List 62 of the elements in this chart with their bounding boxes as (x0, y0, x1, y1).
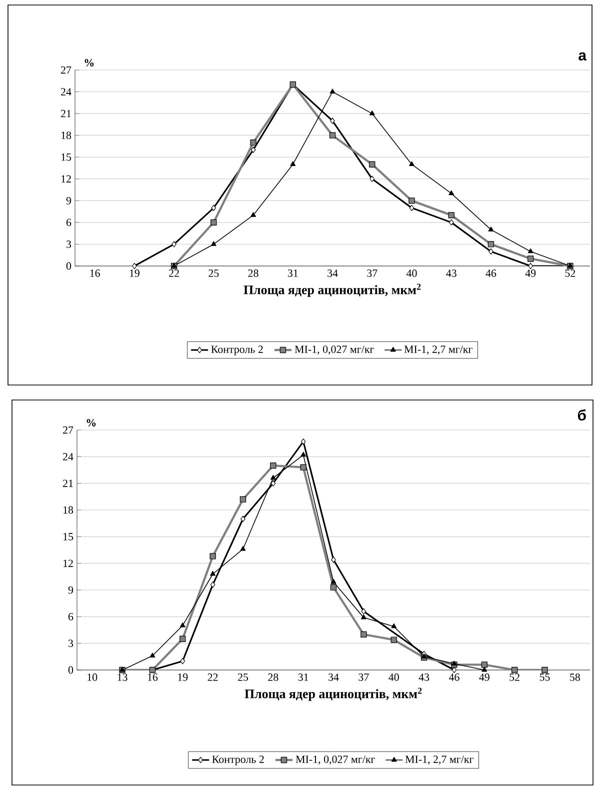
x-axis-title: Площа ядер ациноцитів, мкм$^{2}$ (244, 284, 421, 297)
x-tick-label: 49 (479, 674, 490, 681)
x-tick-label: 52 (510, 674, 520, 681)
y-axis-title: % (84, 59, 94, 66)
x-tick-label: 43 (446, 270, 456, 277)
legend-label: МІ-1, 2,7 мг/кг (404, 346, 472, 355)
x-tick-label: 43 (418, 674, 430, 681)
x-tick-label: 10 (88, 674, 98, 681)
y-tick-label: 6 (68, 612, 74, 620)
y-tick-label: 3 (68, 640, 74, 648)
x-tick-label: 22 (208, 674, 218, 681)
y-tick-label: 12 (61, 175, 71, 183)
x-tick-label: 19 (178, 674, 188, 681)
x-tick-label: 52 (565, 270, 576, 277)
legend-label: Контроль 2 (212, 756, 264, 766)
y-tick-label: 0 (68, 666, 74, 674)
y-tick-label: 24 (61, 88, 72, 96)
y-tick-label: 12 (63, 560, 73, 567)
y-tick-label: 24 (63, 453, 74, 460)
x-tick-label: 46 (486, 270, 496, 277)
x-tick-label: 31 (288, 270, 298, 277)
x-tick-label: 25 (238, 674, 248, 681)
x-tick-label: 31 (298, 674, 308, 681)
x-tick-label: 28 (248, 270, 258, 277)
y-tick-label: 21 (63, 480, 73, 487)
y-tick-label: 27 (63, 426, 74, 434)
x-tick-label: 25 (208, 270, 219, 277)
y-tick-label: 3 (66, 240, 72, 248)
x-tick-label: 13 (118, 674, 128, 681)
legend-label: МІ-1, 0,027 мг/кг (296, 756, 375, 765)
y-tick-label: 21 (61, 110, 71, 118)
y-tick-label: 0 (66, 262, 72, 270)
x-tick-label: 16 (148, 674, 158, 681)
legend-label: Контроль 2 (211, 346, 263, 356)
chart-title: а (578, 52, 587, 60)
y-tick-label: 9 (66, 196, 72, 204)
y-tick-label: 15 (61, 153, 72, 161)
legend-label: МІ-1, 0,027 мг/кг (294, 346, 374, 355)
x-tick-label: 34 (328, 270, 338, 277)
x-tick-label: 46 (448, 674, 460, 681)
x-tick-label: 55 (540, 674, 550, 681)
y-axis-title: % (86, 419, 96, 426)
x-tick-label: 16 (90, 270, 100, 277)
y-tick-label: 18 (63, 506, 74, 514)
x-tick-label: 28 (268, 674, 278, 681)
x-tick-label: 22 (169, 270, 179, 277)
x-tick-label: 37 (358, 674, 369, 681)
x-tick-label: 34 (328, 674, 339, 681)
x-tick-label: 19 (130, 270, 140, 277)
x-axis-title: Площа ядер ациноцитів, мкм$^{2}$ (244, 688, 422, 701)
chart-title: б (578, 409, 586, 420)
x-tick-label: 49 (525, 270, 536, 277)
x-tick-label: 40 (406, 270, 417, 277)
x-tick-label: 58 (570, 674, 580, 681)
y-tick-label: 15 (63, 532, 74, 540)
x-tick-label: 37 (367, 270, 378, 277)
legend-label: МІ-1, 2,7 мг/кг (405, 756, 474, 765)
y-tick-label: 27 (61, 66, 72, 74)
y-tick-label: 18 (61, 132, 72, 140)
x-tick-label: 40 (388, 674, 399, 681)
y-tick-label: 6 (66, 218, 72, 226)
y-tick-label: 9 (68, 586, 74, 594)
